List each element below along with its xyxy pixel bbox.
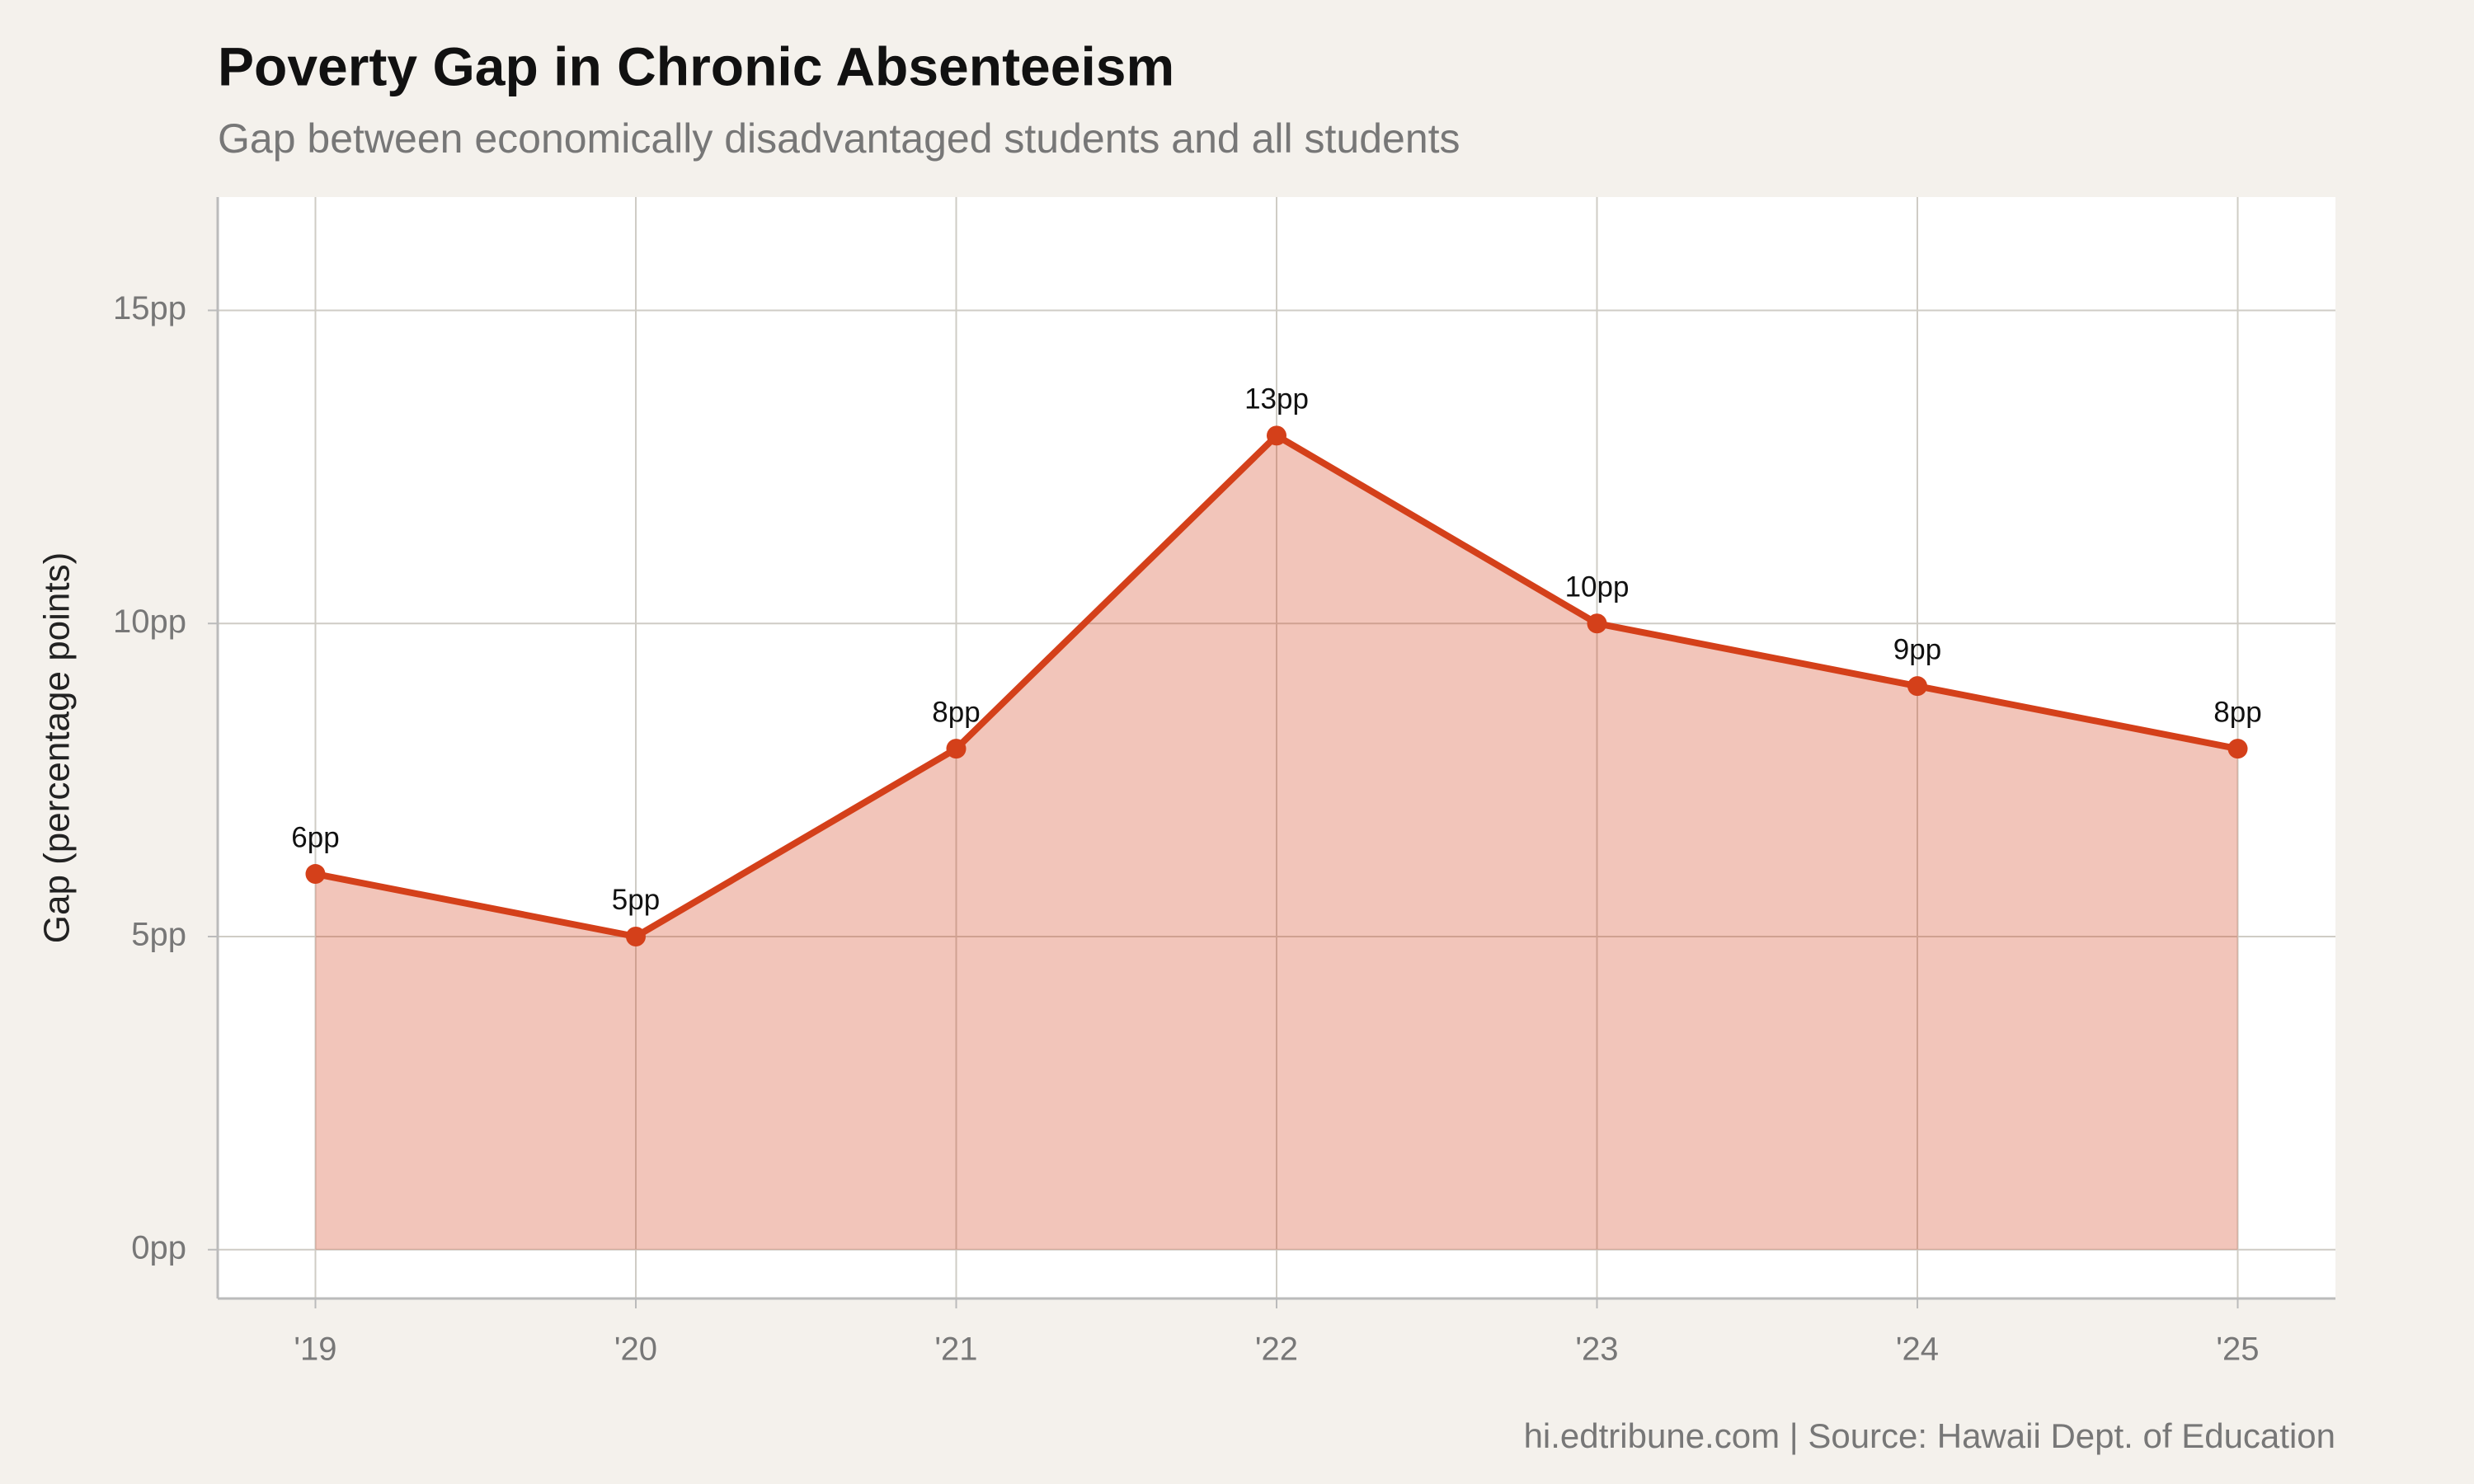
chart-subtitle: Gap between economically disadvantaged s… <box>218 115 1460 162</box>
point <box>1587 613 1607 634</box>
y-tick-label: 10pp <box>113 603 186 640</box>
point <box>1267 425 1286 446</box>
data-label: 10pp <box>1565 571 1630 603</box>
data-label: 6pp <box>291 821 339 853</box>
point <box>2227 739 2248 759</box>
area <box>315 435 2238 1250</box>
data-label: 13pp <box>1244 383 1309 416</box>
x-tick-label: '25 <box>2216 1331 2259 1368</box>
y-tick-label: 5pp <box>131 917 186 953</box>
x-tick-label: '21 <box>934 1331 977 1368</box>
caption: hi.edtribune.com | Source: Hawaii Dept. … <box>1524 1416 2335 1455</box>
data-label: 5pp <box>612 884 660 916</box>
point <box>946 739 967 759</box>
x-tick-label: '24 <box>1896 1331 1939 1368</box>
x-tick-label: '19 <box>294 1331 336 1368</box>
y-axis-title: Gap (percentage points) <box>37 552 78 944</box>
data-label: 9pp <box>1893 633 1941 665</box>
y-tick-label: 0pp <box>131 1229 186 1266</box>
point <box>625 926 646 946</box>
data-label: 8pp <box>2213 696 2261 728</box>
point <box>305 864 326 885</box>
x-tick-label: '20 <box>614 1331 657 1368</box>
data-label: 8pp <box>932 696 980 728</box>
x-tick-label: '22 <box>1255 1331 1298 1368</box>
y-tick-label: 15pp <box>113 290 186 326</box>
point <box>1907 676 1928 697</box>
x-tick-label: '23 <box>1575 1331 1618 1368</box>
chart-title: Poverty Gap in Chronic Absenteeism <box>218 35 1174 96</box>
